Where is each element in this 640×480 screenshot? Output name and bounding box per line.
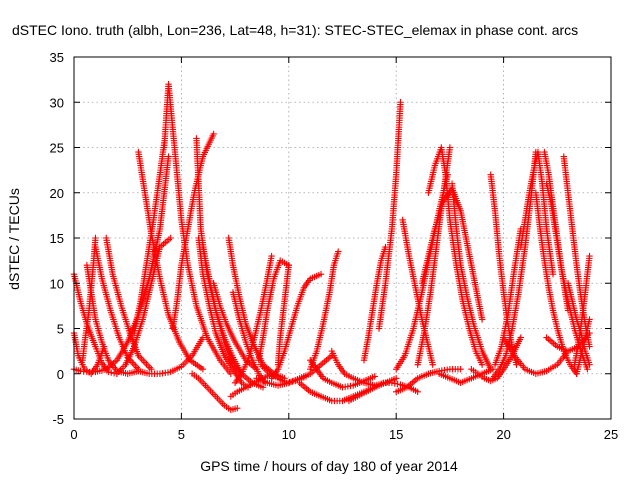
x-tick-labels: 0 5 10 15 20 25 — [70, 427, 618, 442]
y-tick-label: 10 — [50, 276, 64, 291]
data-point — [478, 316, 486, 323]
x-tick-label: 20 — [496, 427, 510, 442]
data-point — [92, 234, 99, 242]
data-point — [487, 366, 494, 373]
data-marker — [394, 380, 401, 388]
data-marker — [391, 380, 398, 387]
y-tick-label: 20 — [50, 186, 64, 201]
data-point — [457, 366, 464, 373]
data-point — [259, 384, 267, 391]
x-axis-label: GPS time / hours of day 180 of year 2014 — [200, 458, 458, 474]
data-point — [549, 271, 557, 278]
data-point — [234, 404, 241, 412]
data-point — [397, 99, 404, 106]
y-tick-label: 25 — [50, 141, 64, 156]
data-point — [446, 144, 454, 151]
data-point — [371, 373, 378, 380]
x-tick-label: 10 — [282, 427, 296, 442]
data-point — [199, 366, 207, 373]
x-tick-label: 5 — [178, 427, 185, 442]
data-point — [302, 373, 310, 380]
data-marker — [130, 360, 138, 368]
y-tick-label: 5 — [57, 322, 64, 337]
data-point — [414, 388, 421, 396]
y-tick-label: 0 — [57, 367, 64, 382]
data-markers — [70, 80, 593, 414]
data-point — [165, 153, 172, 160]
data-marker — [108, 369, 115, 376]
x-tick-label: 25 — [604, 427, 618, 442]
data-point — [586, 343, 593, 350]
data-point — [584, 366, 591, 373]
data-point — [564, 307, 572, 314]
data-point — [210, 130, 217, 138]
data-marker — [289, 378, 296, 385]
y-axis-label: dSTEC / TECUs — [6, 188, 22, 290]
y-tick-label: 35 — [50, 50, 64, 65]
data-point — [513, 361, 520, 368]
data-point — [268, 252, 275, 260]
data-marker — [286, 378, 293, 386]
data-point — [517, 334, 524, 341]
data-point — [335, 248, 342, 255]
data-point — [586, 329, 593, 337]
data-point — [388, 379, 396, 386]
data-point — [285, 261, 292, 269]
y-tick-label: 30 — [50, 95, 64, 110]
data-point — [429, 361, 436, 368]
data-point — [586, 361, 593, 368]
data-point — [167, 234, 174, 242]
data-point — [586, 252, 593, 260]
data-point — [317, 271, 325, 278]
chart-title: dSTEC Iono. truth (albh, Lon=236, Lat=48… — [12, 22, 578, 38]
data-point — [586, 316, 593, 323]
data-point — [227, 370, 235, 377]
axis-ticks — [73, 56, 612, 420]
data-point — [283, 379, 290, 386]
data-point — [393, 375, 400, 382]
x-tick-label: 0 — [70, 427, 77, 442]
data-point — [478, 361, 486, 368]
y-tick-label: -5 — [52, 412, 64, 427]
y-tick-labels: -5 0 5 10 15 20 25 30 35 — [50, 50, 64, 427]
x-tick-label: 15 — [389, 427, 403, 442]
y-tick-label: 15 — [50, 231, 64, 246]
data-marker — [132, 362, 139, 370]
